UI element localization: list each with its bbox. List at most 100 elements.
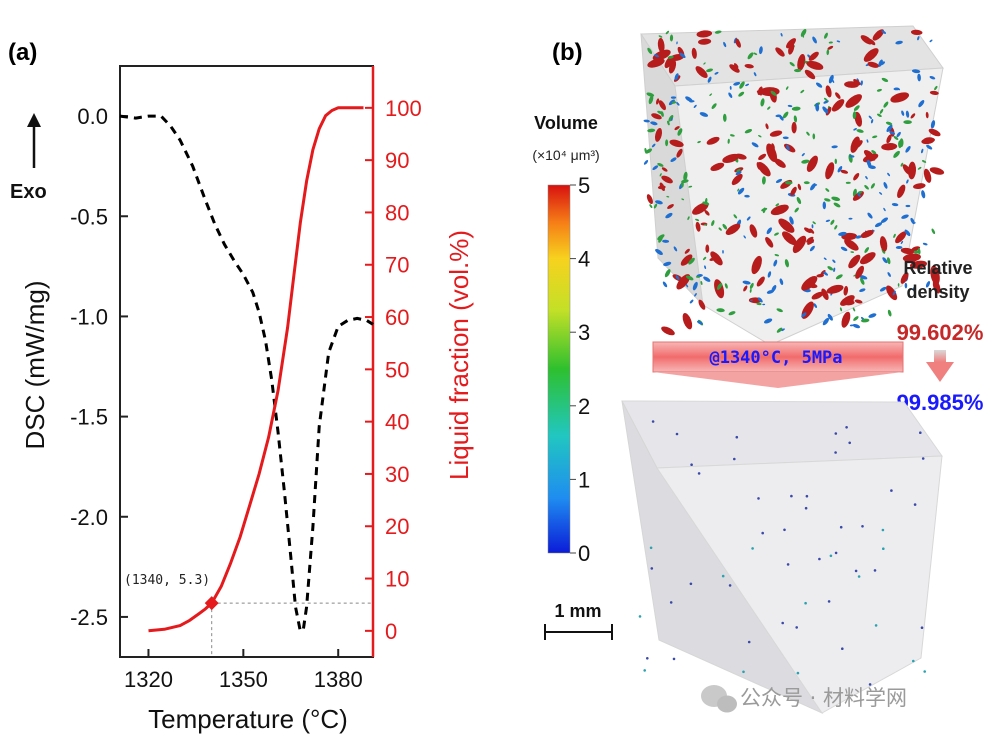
pore — [733, 214, 738, 219]
pore — [929, 75, 936, 80]
pore — [668, 114, 674, 122]
pore — [825, 219, 831, 222]
pore — [743, 285, 748, 292]
pore — [839, 525, 843, 529]
pore — [929, 90, 939, 95]
pore — [652, 49, 671, 61]
x-ticks: 1320 1350 1380 — [124, 649, 363, 692]
pore — [646, 657, 649, 660]
pore — [648, 95, 654, 105]
pore — [830, 219, 835, 225]
pore — [773, 259, 778, 267]
pore — [797, 183, 802, 191]
pore — [806, 131, 810, 136]
pore — [661, 326, 675, 336]
pore — [923, 670, 926, 673]
pore — [704, 265, 707, 270]
pore — [694, 293, 697, 297]
pore — [661, 167, 668, 172]
pore — [716, 308, 725, 313]
pore — [788, 42, 795, 55]
pore — [823, 271, 829, 276]
pore — [900, 162, 904, 167]
pore — [695, 221, 701, 232]
pore — [689, 582, 693, 586]
pore — [824, 97, 828, 102]
pore — [739, 81, 745, 89]
pore — [861, 318, 870, 323]
pore — [879, 286, 887, 292]
pore — [845, 94, 862, 108]
pore — [887, 272, 891, 277]
pore — [823, 257, 827, 261]
pore — [881, 528, 885, 532]
pore — [917, 36, 920, 41]
pore — [699, 112, 709, 117]
pore — [789, 61, 795, 67]
pore — [904, 282, 908, 289]
colorbar-unit: (×10⁴ μm³) — [532, 147, 599, 163]
pore — [804, 506, 808, 510]
pore — [778, 218, 795, 233]
pore — [658, 100, 666, 111]
colorbar-tick-label: 0 — [578, 541, 590, 566]
pore — [918, 100, 925, 108]
pore — [737, 187, 745, 195]
pore — [880, 217, 889, 223]
cube-before-hip — [640, 25, 945, 346]
pore — [839, 307, 843, 312]
pore — [674, 73, 679, 81]
pore — [676, 41, 678, 45]
pore — [665, 139, 669, 147]
pore — [866, 159, 872, 168]
pore — [671, 117, 673, 121]
right-y-tick-label: 60 — [385, 305, 409, 330]
pore — [859, 288, 866, 292]
pore — [822, 201, 827, 210]
pore — [714, 71, 719, 75]
colorbar-tick-label: 2 — [578, 394, 590, 419]
pore — [653, 203, 658, 209]
pore — [643, 119, 650, 123]
right-y-tick-label: 30 — [385, 462, 409, 487]
pore — [728, 311, 736, 316]
right-y-tick-label: 100 — [385, 96, 422, 121]
pore — [697, 472, 701, 475]
pore — [650, 567, 654, 570]
pore — [860, 230, 874, 238]
pore — [733, 457, 736, 461]
pore — [657, 37, 665, 53]
pore — [679, 52, 686, 59]
pore — [831, 145, 838, 149]
pore — [665, 30, 670, 35]
pore — [702, 256, 707, 261]
pore — [900, 247, 915, 255]
pore — [786, 38, 796, 49]
pore — [756, 162, 761, 170]
pore — [747, 52, 754, 60]
pore — [883, 182, 888, 189]
pore — [742, 280, 751, 285]
pore — [709, 93, 713, 96]
pore — [727, 138, 730, 144]
pore — [853, 128, 857, 131]
pore — [913, 183, 926, 190]
pore — [863, 150, 876, 161]
pore — [905, 145, 911, 153]
pore — [885, 121, 893, 126]
pore — [785, 86, 789, 90]
pore — [765, 318, 772, 322]
pore — [886, 257, 891, 265]
pore — [706, 136, 720, 145]
exo-arrow-icon — [27, 113, 41, 168]
pore — [756, 302, 762, 306]
pore — [663, 261, 672, 267]
pore — [827, 266, 834, 271]
pore — [870, 183, 875, 189]
pore — [649, 546, 653, 550]
pore — [746, 216, 751, 221]
pore — [896, 131, 901, 138]
pore — [680, 181, 684, 188]
pore — [766, 143, 778, 163]
pore — [879, 236, 888, 252]
